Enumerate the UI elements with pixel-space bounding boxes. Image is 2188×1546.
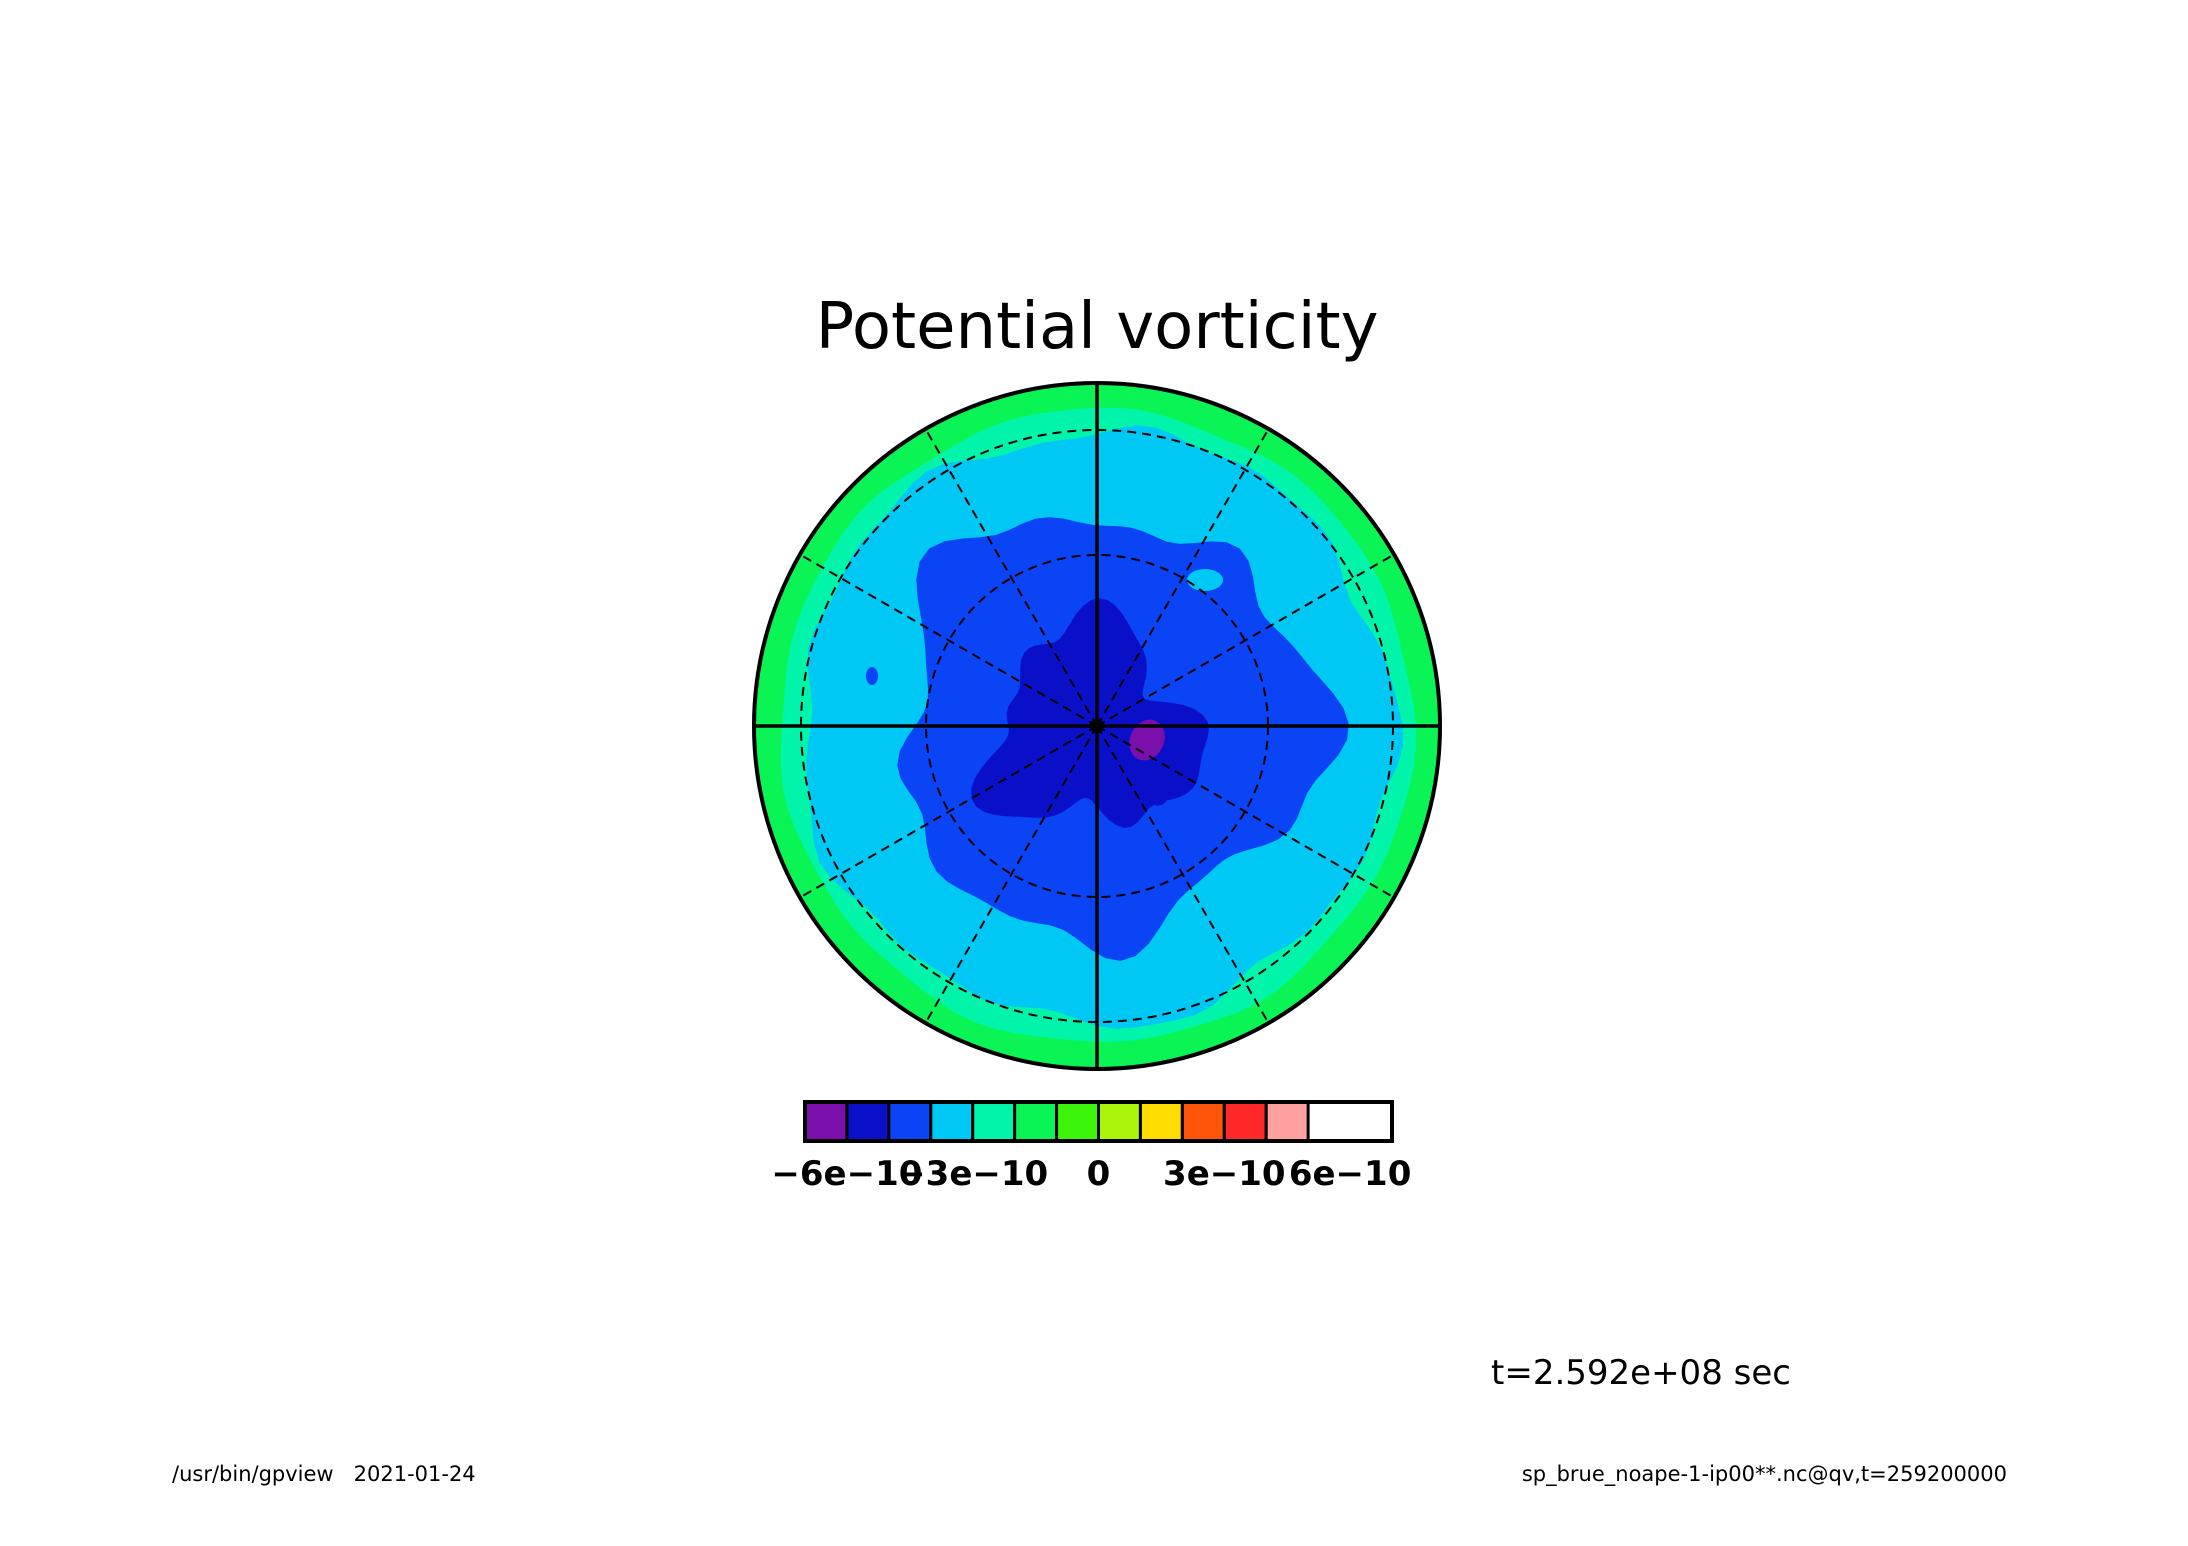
region-broad-band-patch xyxy=(1187,569,1223,591)
meridian-dashed-210 xyxy=(799,553,1098,727)
region-core-lobe-south xyxy=(1112,747,1179,812)
footer-left: /usr/bin/gpview 2021-01-24 xyxy=(172,1462,476,1486)
map-grid xyxy=(752,381,1442,1071)
colorbar-swatch-4 xyxy=(971,1100,1017,1143)
colorbar-swatch-2 xyxy=(887,1100,933,1143)
colorbar-swatch-0 xyxy=(803,1100,849,1143)
colorbar-swatch-10 xyxy=(1222,1100,1268,1143)
colorbar-tick-label-4: 6e−10 xyxy=(1289,1154,1412,1194)
meridian-dashed-330 xyxy=(1096,553,1395,727)
colorbar-tick-label-2: 0 xyxy=(1087,1154,1111,1194)
colorbar-swatch-5 xyxy=(1013,1100,1059,1143)
meridian-dashed-240 xyxy=(924,428,1098,727)
colorbar-tick-label-3: 3e−10 xyxy=(1163,1154,1286,1194)
colorbar-tick-label-1: −3e−10 xyxy=(897,1154,1048,1194)
colorbar-swatch-9 xyxy=(1180,1100,1226,1143)
colorbar-swatch-1 xyxy=(845,1100,891,1143)
pole-marker xyxy=(1090,719,1104,733)
meridian-dashed-60 xyxy=(1096,725,1270,1024)
meridian-dashed-30 xyxy=(1096,725,1395,899)
colorbar xyxy=(803,1100,1394,1143)
colorbar-tick-label-0: −6e−10 xyxy=(771,1154,922,1194)
meridian-dashed-150 xyxy=(799,725,1098,899)
colorbar-swatch-3 xyxy=(929,1100,975,1143)
meridian-dashed-300 xyxy=(1096,428,1270,727)
colorbar-swatch-7 xyxy=(1097,1100,1142,1143)
region-inner-area-patch xyxy=(866,667,878,685)
time-label: t=2.592e+08 sec xyxy=(1491,1353,1791,1393)
colorbar-frame xyxy=(803,1100,1394,1143)
map-boundary xyxy=(752,381,1442,1071)
region-broad-band-patch-north xyxy=(1138,504,1164,522)
footer-right: sp_brue_noape-1-ip00**.nc@qv,t=259200000 xyxy=(1522,1462,2007,1487)
colorbar-swatch-6 xyxy=(1055,1100,1100,1143)
polar-map xyxy=(754,383,1440,1069)
colorbar-ticks: −6e−10 −3e−10 0 3e−10 6e−10 xyxy=(771,1154,1411,1194)
colorbar-swatch-8 xyxy=(1138,1100,1184,1143)
meridian-dashed-120 xyxy=(924,725,1098,1024)
chart-title: Potential vorticity xyxy=(816,290,1379,364)
colorbar-swatch-11 xyxy=(1264,1100,1310,1143)
